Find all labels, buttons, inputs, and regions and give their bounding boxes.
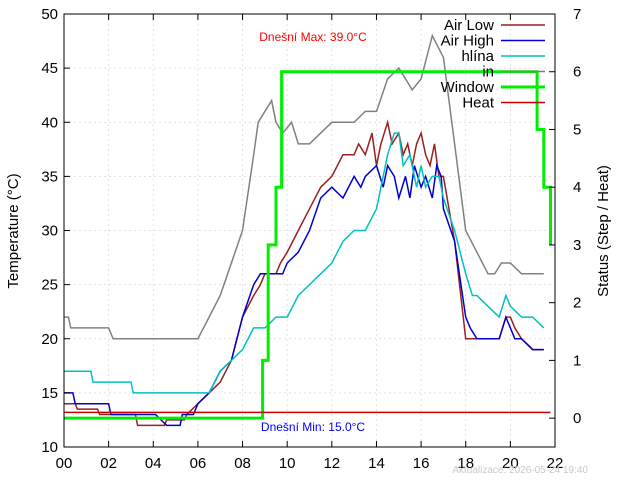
y2-tick-label: 0 bbox=[573, 410, 581, 427]
y2-tick-label: 6 bbox=[573, 64, 581, 81]
daily-min-annotation: Dnešní Min: 15.0°C bbox=[261, 420, 366, 434]
x-tick-label: 02 bbox=[100, 455, 117, 472]
legend-label-in: in bbox=[482, 64, 494, 81]
y2-axis-title: Status (Step / Heat) bbox=[595, 165, 612, 297]
series-line-hl-na bbox=[64, 132, 545, 394]
series-line-in bbox=[64, 33, 544, 340]
y2-tick-label: 1 bbox=[573, 352, 581, 369]
x-tick-label: 04 bbox=[145, 455, 162, 472]
updated-timestamp: Aktualizace: 2026-05-24 19:40 bbox=[452, 465, 588, 476]
y-tick-label: 25 bbox=[41, 277, 58, 294]
legend-label-window: Window bbox=[441, 79, 495, 96]
legend-label-hl-na: hlína bbox=[461, 48, 494, 65]
x-tick-label: 08 bbox=[234, 455, 251, 472]
series-line-air-high bbox=[64, 162, 544, 427]
x-tick-label: 10 bbox=[279, 455, 296, 472]
y2-tick-label: 2 bbox=[573, 295, 581, 312]
legend-label-heat: Heat bbox=[462, 95, 495, 112]
y2-tick-label: 4 bbox=[573, 179, 581, 196]
y-tick-label: 40 bbox=[41, 114, 58, 131]
y2-tick-label: 7 bbox=[573, 6, 581, 23]
x-tick-label: 22 bbox=[547, 455, 564, 472]
y-tick-label: 35 bbox=[41, 168, 58, 185]
x-tick-label: 12 bbox=[323, 455, 340, 472]
x-tick-label: 00 bbox=[56, 455, 73, 472]
y-axis-title: Temperature (°C) bbox=[5, 173, 22, 288]
daily-max-annotation: Dnešní Max: 39.0°C bbox=[259, 30, 367, 44]
y-tick-label: 50 bbox=[41, 6, 58, 23]
y-tick-label: 20 bbox=[41, 331, 58, 348]
x-tick-label: 14 bbox=[368, 455, 385, 472]
series-layer bbox=[64, 33, 552, 427]
y2-tick-label: 3 bbox=[573, 237, 581, 254]
x-tick-label: 06 bbox=[190, 455, 207, 472]
x-tick-label: 20 bbox=[502, 455, 519, 472]
series-line-window bbox=[64, 70, 552, 420]
legend-label-air-low: Air Low bbox=[444, 17, 494, 34]
x-tick-label: 16 bbox=[413, 455, 430, 472]
legend-label-air-high: Air High bbox=[441, 33, 494, 50]
y-tick-label: 45 bbox=[41, 60, 58, 77]
y-tick-label: 15 bbox=[41, 385, 58, 402]
y-tick-label: 10 bbox=[41, 439, 58, 456]
y-tick-label: 30 bbox=[41, 223, 58, 240]
x-tick-label: 18 bbox=[457, 455, 474, 472]
y2-tick-label: 5 bbox=[573, 121, 581, 138]
